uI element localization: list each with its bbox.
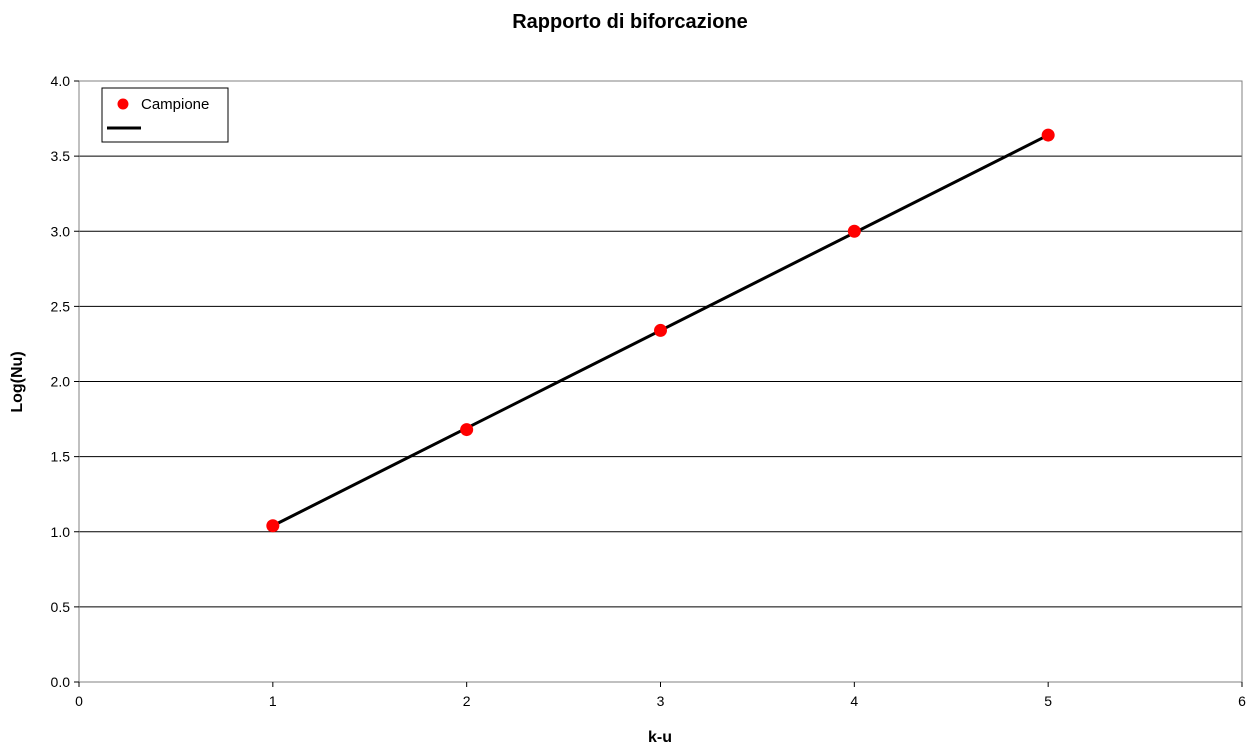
legend-label-campione: Campione	[141, 96, 209, 113]
y-tick-label: 4.0	[51, 73, 71, 89]
data-point-campione	[266, 519, 280, 533]
y-tick-label: 0.5	[51, 599, 71, 615]
y-tick-label: 1.5	[51, 449, 71, 465]
data-point-campione	[847, 224, 861, 238]
x-tick-label: 3	[657, 693, 665, 709]
x-tick-label: 6	[1238, 693, 1246, 709]
data-point-campione	[654, 323, 667, 337]
chart-title: Rapporto di biforcazione	[512, 11, 748, 33]
x-axis-ticks: 0 1 2 3 4 5 6	[75, 682, 1246, 709]
y-tick-label: 3.5	[51, 148, 71, 164]
y-tick-label: 2.5	[51, 298, 71, 314]
y-tick-label: 3.0	[51, 223, 71, 239]
legend-marker-campione	[117, 98, 129, 110]
x-tick-label: 1	[269, 693, 277, 709]
data-point-campione	[460, 423, 474, 437]
grid-lines	[79, 155, 1242, 608]
x-tick-label: 4	[850, 693, 858, 709]
x-tick-label: 5	[1044, 693, 1052, 709]
y-tick-label: 1.0	[51, 524, 71, 540]
y-axis-label: Log(Nu)	[9, 351, 26, 412]
y-axis-ticks: 0.0 0.5 1.0 1.5 2.0 2.5 3.0 3.5 4.0	[51, 73, 79, 690]
x-axis-label: k-u	[648, 729, 672, 746]
legend-box	[101, 87, 229, 143]
x-tick-label: 0	[75, 693, 83, 709]
y-tick-label: 2.0	[51, 374, 71, 390]
data-point-campione	[1041, 128, 1055, 142]
series-layer	[266, 128, 1055, 533]
x-tick-label: 2	[463, 693, 471, 709]
legend: Campione	[101, 87, 229, 143]
y-tick-label: 0.0	[51, 674, 71, 690]
